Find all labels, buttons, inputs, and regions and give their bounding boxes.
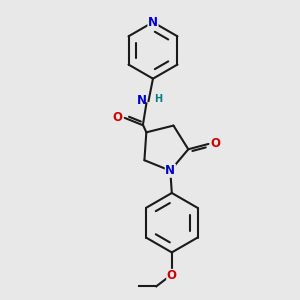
Text: N: N: [148, 16, 158, 29]
Text: N: N: [137, 94, 147, 107]
Text: N: N: [165, 164, 175, 177]
Text: O: O: [167, 269, 177, 282]
Text: H: H: [154, 94, 162, 104]
Text: O: O: [211, 137, 221, 150]
Text: O: O: [112, 110, 122, 124]
